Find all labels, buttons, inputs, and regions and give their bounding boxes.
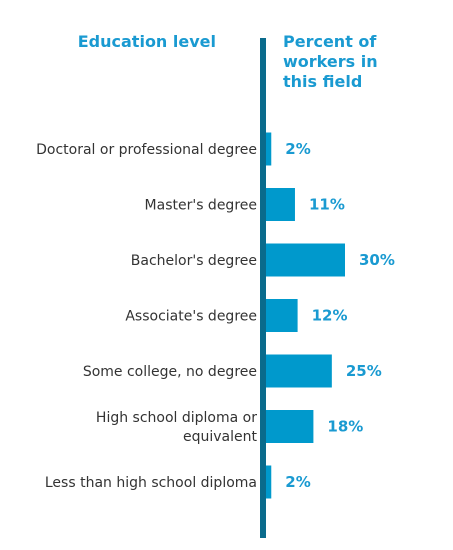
category-label: Associate's degree	[125, 309, 257, 325]
bar	[266, 410, 314, 443]
category-label: Doctoral or professional degree	[36, 142, 257, 158]
value-label: 30%	[359, 251, 395, 269]
value-label: 12%	[312, 307, 348, 325]
value-label: 25%	[346, 362, 382, 380]
bar	[266, 188, 295, 221]
category-label: High school diploma or	[96, 410, 257, 426]
category-label: Some college, no degree	[83, 364, 257, 380]
category-label: equivalent	[183, 429, 258, 445]
value-label: 2%	[285, 140, 310, 158]
bar	[266, 354, 332, 388]
category-label: Bachelor's degree	[131, 253, 257, 269]
y-axis-line	[260, 38, 266, 538]
category-label: Master's degree	[145, 198, 257, 214]
bar	[266, 299, 298, 332]
bar	[266, 243, 345, 277]
value-label: 2%	[285, 473, 310, 491]
bar	[266, 465, 272, 499]
y-axis-header: Education level	[77, 32, 216, 51]
x-axis-header: Percent of workers in this field	[283, 32, 378, 91]
value-label: 11%	[309, 196, 345, 214]
value-label: 18%	[327, 418, 363, 436]
bar	[266, 132, 272, 166]
category-label: Less than high school diploma	[45, 475, 257, 491]
